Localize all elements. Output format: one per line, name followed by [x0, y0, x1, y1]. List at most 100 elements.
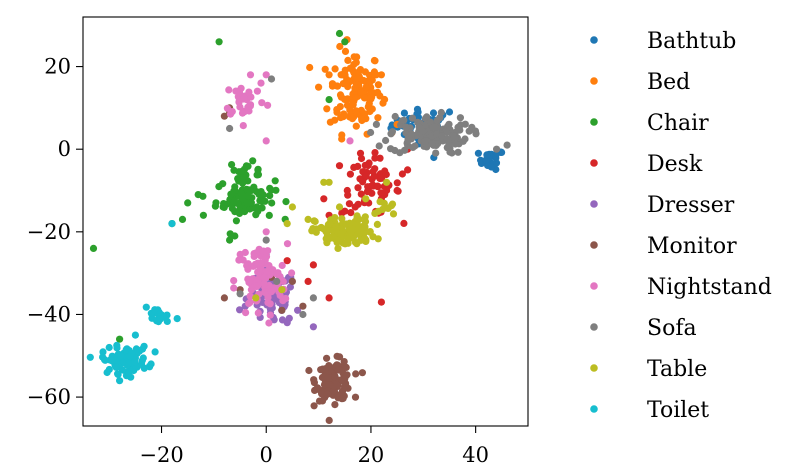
point-bed-70 — [352, 122, 360, 130]
point-chair-99 — [230, 166, 238, 174]
point-chair-100 — [89, 244, 98, 252]
point-bathtub-59 — [487, 163, 495, 171]
point-toilet-98 — [156, 315, 165, 323]
point-chair-82 — [227, 190, 235, 198]
legend-marker-bathtub — [590, 36, 598, 44]
point-chair-75 — [244, 192, 252, 200]
point-table-103 — [349, 225, 357, 233]
point-sofa-94 — [428, 140, 436, 148]
point-chair-51 — [232, 217, 240, 225]
point-desk-58 — [364, 183, 372, 191]
point-desk-63 — [335, 162, 344, 170]
point-chair-109 — [116, 335, 124, 343]
point-sofa-135 — [262, 236, 270, 244]
point-table-139 — [362, 195, 370, 203]
point-bed-127 — [338, 135, 346, 143]
point-toilet-78 — [131, 358, 139, 366]
point-monitor-101 — [333, 381, 341, 389]
y-tick-label: 0 — [58, 137, 71, 161]
point-sofa-127 — [423, 143, 431, 151]
point-chair-77 — [245, 199, 253, 207]
legend-label-nightstand: Nightstand — [647, 275, 772, 300]
legend-label-dresser: Dresser — [647, 193, 735, 218]
point-desk-53 — [374, 183, 382, 191]
point-table-97 — [355, 215, 363, 223]
point-bed-117 — [357, 88, 365, 97]
point-toilet-73 — [125, 359, 133, 367]
point-table-120 — [389, 210, 398, 218]
point-table-129 — [384, 204, 392, 212]
point-bathtub-53 — [474, 149, 482, 157]
point-nightstand-19 — [265, 319, 273, 327]
point-nightstand-52 — [250, 252, 258, 260]
point-sofa-108 — [429, 123, 437, 132]
point-dresser-42 — [286, 283, 294, 291]
point-toilet-103 — [105, 343, 113, 352]
point-nightstand-44 — [264, 247, 272, 255]
point-toilet-77 — [117, 352, 125, 360]
point-nightstand-47 — [262, 268, 271, 276]
point-nightstand-94 — [225, 86, 233, 94]
y-axis: 20 0 −20 −40 −60 — [27, 55, 83, 409]
point-desk-27 — [347, 209, 355, 217]
point-bed-125 — [362, 83, 370, 92]
point-table-101 — [319, 225, 328, 233]
point-monitor-96 — [310, 376, 318, 384]
point-monitor-116 — [299, 302, 307, 310]
point-bed-119 — [333, 108, 341, 116]
point-nightstand-88 — [254, 259, 262, 267]
point-table-80 — [310, 217, 318, 225]
y-tick-label: −40 — [27, 302, 71, 326]
point-monitor-56 — [313, 384, 322, 392]
point-bed-99 — [358, 115, 366, 123]
point-chair-17 — [268, 199, 276, 207]
point-nightstand-87 — [244, 265, 252, 273]
point-chair-57 — [266, 192, 274, 200]
point-monitor-110 — [220, 112, 228, 120]
point-sofa-56 — [372, 120, 380, 128]
legend-marker-monitor — [590, 241, 598, 249]
legend-marker-sofa — [590, 323, 598, 331]
point-bed-101 — [337, 114, 345, 122]
point-bed-65 — [361, 68, 369, 76]
point-bed-103 — [351, 84, 359, 92]
point-chair-50 — [254, 207, 262, 215]
point-table-125 — [379, 205, 387, 213]
point-bed-16 — [344, 56, 352, 64]
y-tick-label: −60 — [27, 385, 71, 409]
point-bed-120 — [348, 115, 356, 123]
point-sofa-125 — [443, 135, 451, 143]
point-sofa-97 — [465, 127, 473, 135]
point-table-138 — [335, 203, 344, 211]
legend-marker-toilet — [590, 405, 598, 413]
point-monitor-108 — [331, 373, 339, 381]
point-sofa-114 — [400, 116, 408, 124]
point-chair-71 — [219, 180, 227, 188]
point-sofa-136 — [309, 294, 317, 302]
point-chair-65 — [212, 199, 220, 207]
point-desk-38 — [362, 172, 370, 180]
legend: Bathtub Bed Chair Desk Dresser Monitor Nightst… — [590, 29, 772, 423]
point-chair-96 — [254, 165, 262, 173]
point-nightstand-114 — [253, 87, 261, 95]
point-table-133 — [283, 220, 291, 228]
point-nightstand-123 — [262, 228, 270, 236]
point-toilet-75 — [125, 369, 133, 377]
point-dresser-81 — [294, 306, 302, 314]
y-tick-label: 20 — [44, 55, 71, 79]
point-bathtub-30 — [429, 109, 438, 117]
point-monitor-109 — [335, 366, 343, 374]
point-desk-74 — [356, 149, 365, 157]
point-monitor-92 — [323, 390, 332, 398]
point-nightstand-111 — [232, 87, 240, 95]
point-desk-67 — [304, 277, 312, 285]
x-tick-label: 0 — [260, 443, 273, 467]
point-desk-47 — [344, 191, 352, 199]
point-sofa-91 — [421, 137, 429, 145]
point-chair-108 — [199, 211, 207, 219]
point-desk-46 — [378, 174, 386, 182]
point-sofa-105 — [471, 127, 480, 135]
point-sofa-129 — [391, 112, 399, 121]
point-sofa-99 — [456, 114, 464, 122]
point-nightstand-119 — [240, 95, 248, 103]
